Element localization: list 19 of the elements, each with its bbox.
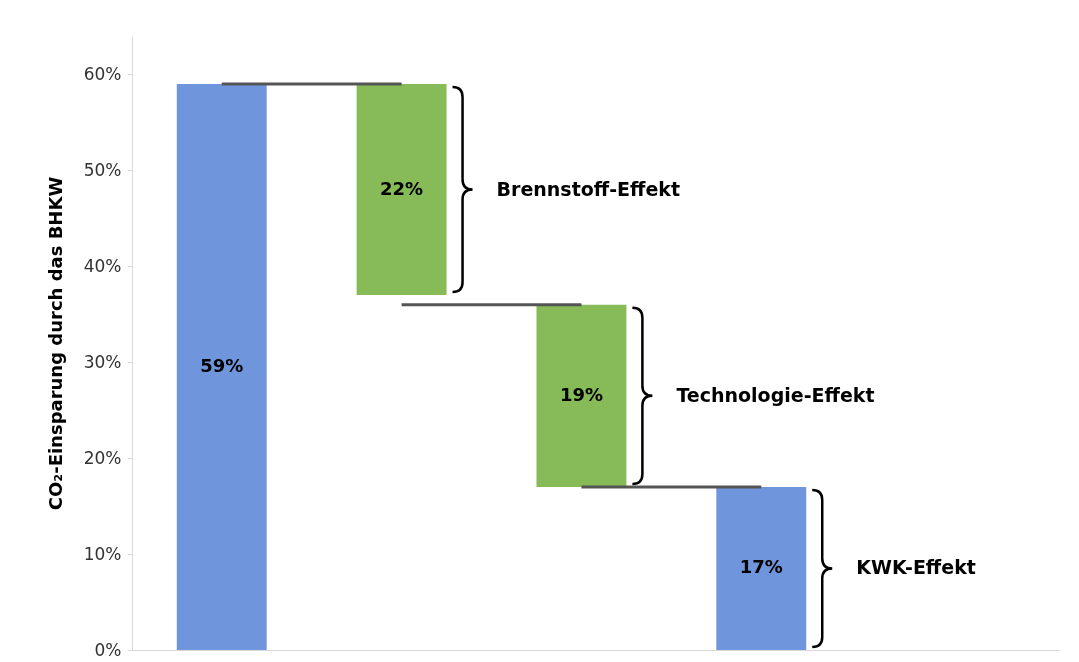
data-label: 59% [200, 354, 244, 376]
bar [356, 83, 447, 296]
y-tick-label: 30% [83, 351, 122, 372]
annotation: Brennstoff-Effekt [496, 177, 681, 200]
data-label: 22% [380, 177, 424, 199]
y-tick-label: 10% [83, 543, 122, 564]
data-label: 19% [559, 383, 603, 405]
bar [536, 304, 627, 487]
bar [176, 83, 267, 650]
data-label: 17% [739, 556, 783, 578]
y-tick-label: 40% [83, 255, 122, 276]
annotation: Technologie-Effekt [676, 383, 875, 406]
bar [716, 486, 807, 650]
y-axis-title: CO₂-Einsparung durch das BHKW [44, 176, 66, 511]
y-tick-label: 0% [94, 639, 122, 660]
text: KWK-Effekt [856, 556, 976, 579]
y-tick-label: 50% [83, 159, 122, 180]
y-tick-label: 20% [83, 447, 122, 468]
y-tick-label: 60% [83, 63, 122, 84]
